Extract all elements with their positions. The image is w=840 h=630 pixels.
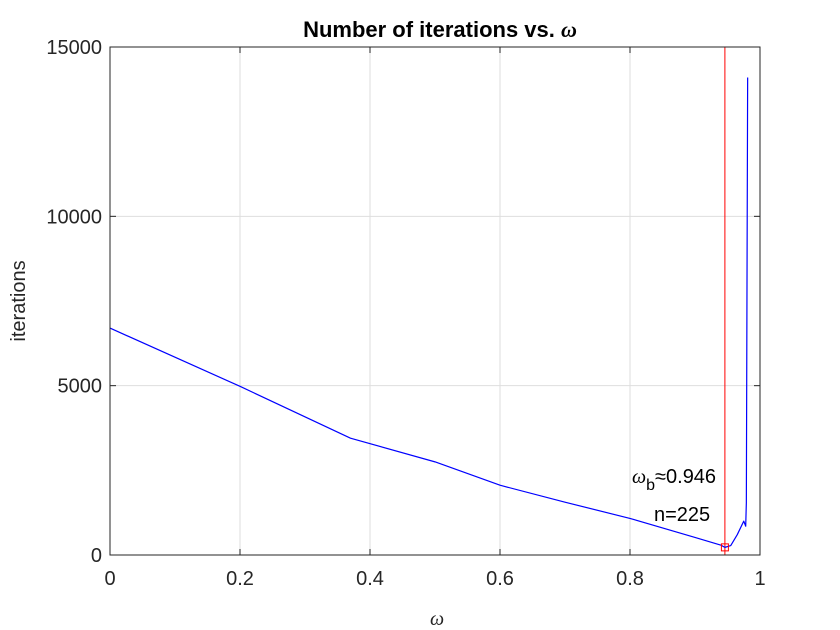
x-tick-label: 0.8	[616, 568, 644, 590]
y-tick-label: 5000	[58, 376, 103, 398]
x-tick-label: 0.6	[486, 568, 514, 590]
x-tick-label: 0.4	[356, 568, 384, 590]
optimum-omega-label: ωb≈0.946	[632, 466, 716, 494]
x-tick-label: 1	[754, 568, 765, 590]
axes-box	[109, 46, 761, 556]
chart-title: Number of iterations vs. ω	[303, 17, 577, 42]
y-axis-label: iterations	[8, 260, 30, 341]
x-tick-label: 0.2	[226, 568, 254, 590]
optimum-marker	[720, 543, 729, 552]
optimum-count-label: n=225	[654, 504, 710, 526]
axes	[109, 46, 761, 556]
y-tick-label: 0	[91, 545, 102, 567]
series-layer	[109, 47, 749, 555]
x-axis-label: ω	[430, 608, 444, 630]
plot-area	[110, 47, 760, 555]
ticks: 0 0.2 0.4 0.6 0.8 1 0 5000 10000 15000	[46, 37, 765, 590]
x-tick-label: 0	[104, 568, 115, 590]
y-tick-label: 15000	[46, 37, 102, 59]
y-tick-label: 10000	[46, 206, 102, 228]
